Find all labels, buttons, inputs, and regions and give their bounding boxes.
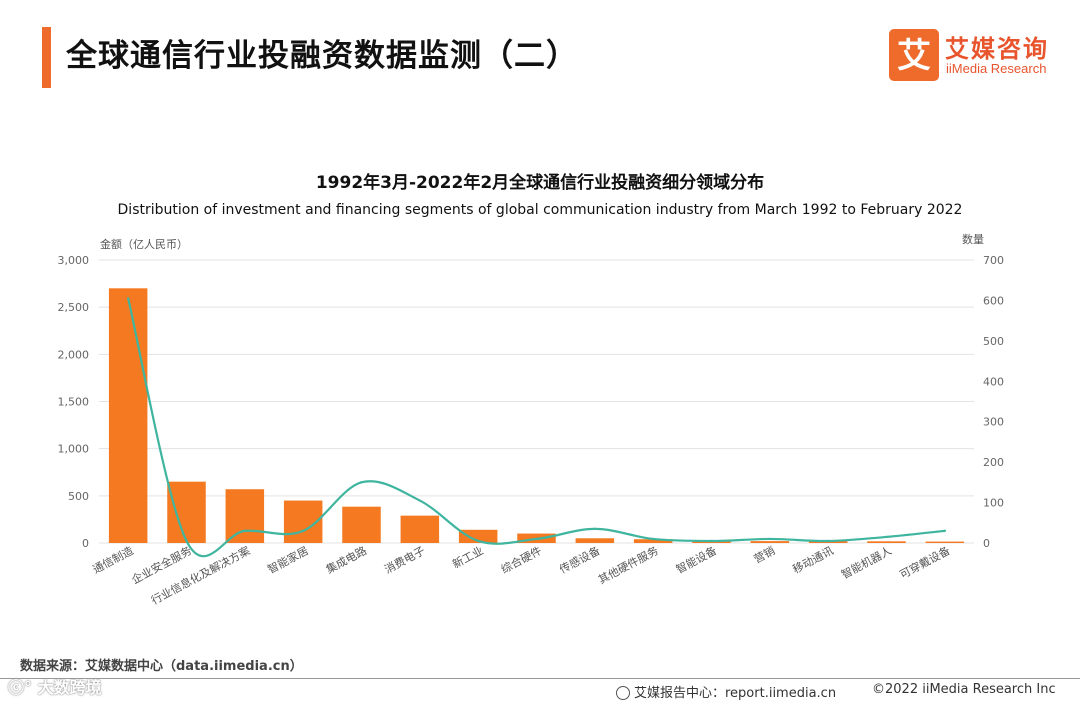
bar: [925, 541, 965, 543]
count-point: [651, 537, 655, 541]
globe-icon: [616, 686, 630, 700]
bar: [225, 489, 265, 543]
x-tick-label: 综合硬件: [498, 543, 543, 576]
count-point: [418, 499, 422, 502]
y2-axis-label: 数量: [962, 233, 984, 246]
count-point: [768, 537, 772, 541]
bar: [400, 515, 440, 543]
y-tick-label: 2,500: [58, 301, 90, 314]
count-line: [127, 298, 945, 558]
count-point: [535, 537, 538, 541]
watermark: ⓒ° 大数跨境: [8, 678, 102, 697]
count-point: [885, 535, 888, 539]
x-tick-label: 传感设备: [557, 543, 602, 576]
bar: [867, 541, 906, 543]
y-tick-label: 3,000: [58, 254, 90, 267]
x-tick-label: 新工业: [450, 543, 486, 571]
page-title: 全球通信行业投融资数据监测（二）: [66, 38, 578, 74]
data-source-note: 数据来源：艾媒数据中心（data.iimedia.cn）: [20, 659, 303, 674]
y-tick-label: 0: [82, 537, 89, 550]
y-axis-label: 金额（亿人民币）: [100, 237, 188, 251]
x-tick-label: 其他硬件服务: [596, 544, 660, 586]
y-tick-label: 1,500: [58, 396, 90, 409]
y-tick-label: 1,000: [58, 443, 90, 456]
bar: [750, 541, 790, 543]
title-accent-bar: [42, 27, 51, 88]
x-tick-label: 移动通讯: [791, 544, 836, 576]
logo-text-en: iiMedia Research: [946, 61, 1047, 76]
bar: [167, 481, 206, 543]
count-point: [185, 539, 188, 543]
footer-report-text: 艾媒报告中心：report.iimedia.cn: [634, 686, 837, 701]
count-point: [301, 529, 305, 533]
logo-mark-icon: 艾: [889, 29, 939, 81]
count-point: [710, 539, 713, 543]
iimedia-logo: 艾 艾媒咨询 iiMedia Research: [889, 29, 1061, 81]
count-point: [826, 539, 830, 543]
bar: [108, 288, 148, 543]
count-point: [360, 481, 363, 484]
y2-tick-label: 500: [983, 335, 1004, 348]
count-point: [593, 527, 597, 531]
x-tick-label: 营销: [751, 543, 777, 566]
logo-text-cn: 艾媒咨询: [945, 35, 1049, 63]
y2-tick-label: 600: [983, 294, 1004, 307]
y2-tick-label: 700: [983, 254, 1004, 267]
footer-report-link[interactable]: 艾媒报告中心：report.iimedia.cn: [616, 682, 836, 701]
count-point: [126, 297, 130, 300]
x-tick-label: 集成电路: [323, 543, 368, 576]
count-point: [943, 529, 947, 533]
x-tick-label: 行业信息化及解决方案: [149, 543, 253, 607]
footer-copyright: ©2022 iiMedia Research Inc: [872, 682, 1056, 697]
x-tick-label: 通信制造: [90, 543, 135, 576]
count-point: [243, 529, 247, 533]
count-point: [476, 539, 480, 543]
x-tick-label: 智能设备: [673, 543, 718, 576]
y2-tick-label: 100: [983, 497, 1004, 510]
y2-tick-label: 200: [983, 456, 1004, 469]
bar: [458, 529, 498, 543]
y-tick-label: 2,000: [58, 348, 90, 361]
x-tick-label: 智能机器人: [839, 543, 894, 581]
bar: [342, 506, 381, 543]
x-tick-label: 智能家居: [265, 543, 310, 576]
bar: [575, 538, 615, 543]
svg-text:艾: 艾: [897, 36, 931, 76]
x-tick-label: 消费电子: [382, 543, 427, 576]
chart-subtitle: Distribution of investment and financing…: [117, 202, 963, 218]
y-tick-label: 500: [68, 490, 89, 503]
bar: [633, 539, 673, 543]
y2-tick-label: 0: [983, 537, 990, 550]
y2-tick-label: 400: [983, 375, 1004, 388]
y2-tick-label: 300: [983, 416, 1004, 429]
x-tick-label: 可穿戴设备: [897, 543, 952, 581]
chart-title: 1992年3月-2022年2月全球通信行业投融资细分领域分布: [315, 173, 765, 193]
footer-divider: [0, 678, 1080, 679]
